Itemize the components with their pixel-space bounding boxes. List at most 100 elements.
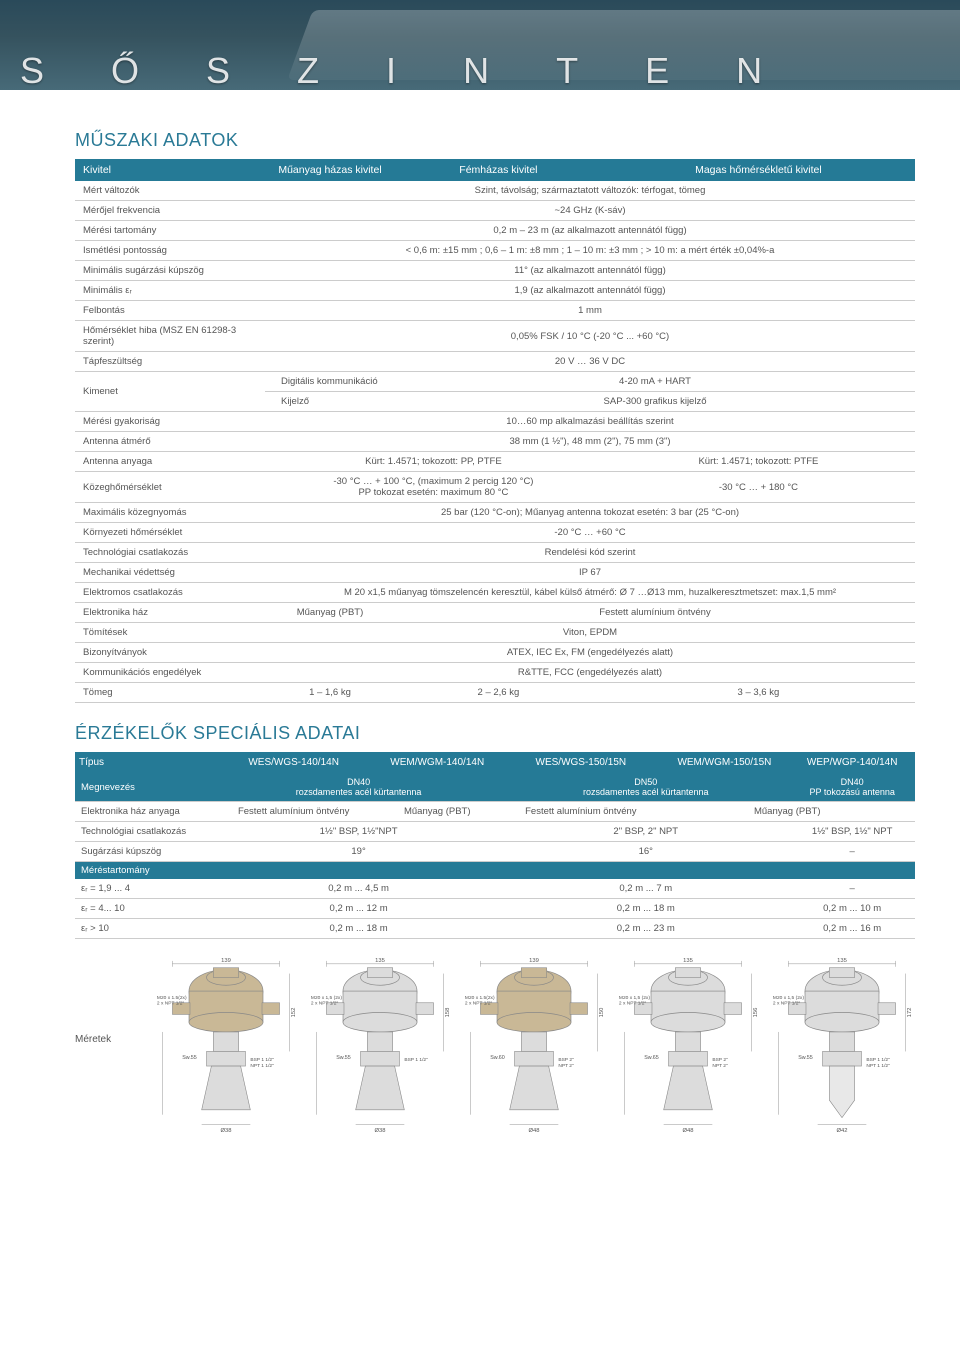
svg-text:2 x NPT 1/2": 2 x NPT 1/2" [619, 1001, 647, 1007]
spec2-value: DN40 rozsdamentes acél kürtantenna [215, 773, 502, 802]
spec-row-value: IP 67 [265, 563, 915, 583]
spec-row-value: -30 °C … + 180 °C [602, 472, 915, 503]
svg-text:M20 x 1,5 (2x): M20 x 1,5 (2x) [619, 995, 650, 1001]
col-header: WES/WGS-150/15N [502, 752, 659, 773]
header-letter: I [386, 50, 398, 110]
spec2-row-label: Technológiai csatlakozás [75, 822, 215, 842]
svg-text:2 x NPT 1/2": 2 x NPT 1/2" [773, 1001, 801, 1007]
spec2-value: 16° [502, 842, 789, 862]
svg-text:Ø42: Ø42 [836, 1128, 847, 1134]
spec-row-value: -20 °C … +60 °C [265, 523, 915, 543]
spec-row-label: Mérőjel frekvencia [75, 201, 265, 221]
spec-row-value: 1 – 1,6 kg [265, 683, 395, 703]
spec2-value: 2" BSP, 2" NPT [502, 822, 789, 842]
spec-row-value: Viton, EPDM [265, 623, 915, 643]
spec-row-value: 38 mm (1 ½"), 48 mm (2"), 75 mm (3") [265, 432, 915, 452]
spec-row-label: Mért változók [75, 181, 265, 201]
col-header: Típus [75, 752, 215, 773]
spec-row-label: Környezeti hőmérséklet [75, 523, 265, 543]
spec2-row-label: εᵣ = 4... 10 [75, 899, 215, 919]
spec-row-label: Felbontás [75, 301, 265, 321]
col-header: WEM/WGM-140/14N [372, 752, 502, 773]
spec-sublabel: Digitális kommunikáció [265, 372, 395, 392]
spec-row-value: 4-20 mA + HART [395, 372, 915, 392]
header-letters: SŐSZINTEN [0, 50, 960, 110]
spec2-value: DN50 rozsdamentes acél kürtantenna [502, 773, 789, 802]
spec-row-label: Hőmérséklet hiba (MSZ EN 61298-3 szerint… [75, 321, 265, 352]
spec-row-value: Kürt: 1.4571; tokozott: PP, PTFE [265, 452, 602, 472]
svg-text:Ø38: Ø38 [220, 1128, 231, 1134]
spec2-row-label: Elektronika ház anyaga [75, 802, 215, 822]
spec-row-value: 0,2 m – 23 m (az alkalmazott antennától … [265, 221, 915, 241]
spec2-value: 0,2 m ... 16 m [789, 919, 915, 939]
svg-text:BSP 2": BSP 2" [558, 1057, 574, 1063]
spec-row-label: Elektronika ház [75, 603, 265, 623]
spec-row-value: 10…60 mp alkalmazási beállítás szerint [265, 412, 915, 432]
svg-text:156: 156 [753, 1008, 759, 1018]
svg-text:2 x NPT 1/2": 2 x NPT 1/2" [157, 1001, 185, 1007]
header-letter: E [645, 50, 671, 110]
svg-text:NPT 1 1/2": NPT 1 1/2" [866, 1063, 890, 1069]
spec-row-value: < 0,6 m: ±15 mm ; 0,6 – 1 m: ±8 mm ; 1 –… [265, 241, 915, 261]
svg-text:Sw.55: Sw.55 [336, 1055, 351, 1061]
dimension-drawing: 135 M20 x 1,5 (2x) 2 x NPT 1/2" 156 Sw.6… [615, 954, 761, 1144]
spec-row-value: 1,9 (az alkalmazott antennától függ) [265, 281, 915, 301]
spec-row-value: 20 V … 36 V DC [265, 352, 915, 372]
spec2-value: 0,2 m ... 10 m [789, 899, 915, 919]
header-letter: Z [297, 50, 321, 110]
spec-row-value: ATEX, IEC Ex, FM (engedélyezés alatt) [265, 643, 915, 663]
col-header: Műanyag házas kivitel [265, 159, 395, 181]
spec2-row-label: Sugárzási kúpszög [75, 842, 215, 862]
dimension-drawing: 135 M20 x 1,5 (2x) 2 x NPT 1/2" 158 Sw.5… [307, 954, 453, 1144]
spec-row-value: 2 – 2,6 kg [395, 683, 602, 703]
svg-text:BSP 1 1/2": BSP 1 1/2" [250, 1057, 274, 1063]
section-title-spec1: MŰSZAKI ADATOK [75, 130, 915, 151]
spec2-row-label: εᵣ > 10 [75, 919, 215, 939]
spec2-value: 0,2 m ... 18 m [215, 919, 502, 939]
spec-table-2: TípusWES/WGS-140/14NWEM/WGM-140/14NWES/W… [75, 752, 915, 939]
spec2-value: Festett alumínium öntvény [215, 802, 372, 822]
header-letter: N [463, 50, 491, 110]
svg-text:M20 x 1,5 (2x): M20 x 1,5 (2x) [311, 995, 342, 1001]
spec2-row-label: Megnevezés [75, 773, 215, 802]
svg-text:152: 152 [291, 1008, 297, 1018]
spec-row-label: Mérési gyakoriság [75, 412, 265, 432]
header-letter: S [20, 50, 46, 110]
svg-text:M20 x 1.5(2x): M20 x 1.5(2x) [465, 995, 495, 1001]
spec-row-label: Mechanikai védettség [75, 563, 265, 583]
dimension-drawing: 135 M20 x 1,5 (2x) 2 x NPT 1/2" 172 Sw.5… [769, 954, 915, 1144]
spec-table-1: KivitelMűanyag házas kivitelFémházas kiv… [75, 159, 915, 703]
spec-row-label: Kimenet [75, 372, 265, 412]
spec-row-value: 11° (az alkalmazott antennától függ) [265, 261, 915, 281]
svg-text:2 x NPT 1/2": 2 x NPT 1/2" [465, 1001, 493, 1007]
spec2-value: – [789, 842, 915, 862]
spec2-value: DN40 PP tokozású antenna [789, 773, 915, 802]
svg-text:Sw.55: Sw.55 [182, 1055, 197, 1061]
spec-row-value: -30 °C … + 100 °C, (maximum 2 percig 120… [265, 472, 602, 503]
spec2-value: 19° [215, 842, 502, 862]
col-header: Fémházas kivitel [395, 159, 602, 181]
spec-row-label: Kommunikációs engedélyek [75, 663, 265, 683]
col-header: Kivitel [75, 159, 265, 181]
spec2-value: – [789, 879, 915, 899]
spec-row-label: Ismétlési pontosság [75, 241, 265, 261]
spec-row-label: Maximális közegnyomás [75, 503, 265, 523]
spec-row-value: Kürt: 1.4571; tokozott: PTFE [602, 452, 915, 472]
svg-text:135: 135 [837, 958, 847, 964]
svg-text:Ø48: Ø48 [528, 1128, 539, 1134]
header-letter: T [556, 50, 580, 110]
drawings-row: Méretek 139 M20 x 1.5(2x) 2 x NPT 1/2" 1… [75, 954, 915, 1144]
svg-text:Sw.60: Sw.60 [490, 1055, 505, 1061]
spec2-value: 1½" BSP, 1½" NPT [789, 822, 915, 842]
svg-text:Ø38: Ø38 [374, 1128, 385, 1134]
spec-row-label: Minimális εᵣ [75, 281, 265, 301]
svg-text:BSP 1 1/2": BSP 1 1/2" [404, 1057, 428, 1063]
spec-row-value: 3 – 3,6 kg [602, 683, 915, 703]
spec-row-value: 0,05% FSK / 10 °C (-20 °C ... +60 °C) [265, 321, 915, 352]
spec-row-label: Elektromos csatlakozás [75, 583, 265, 603]
spec2-value: 0,2 m ... 18 m [502, 899, 789, 919]
svg-text:139: 139 [529, 958, 539, 964]
spec-row-value: SAP-300 grafikus kijelző [395, 392, 915, 412]
spec-row-value: ~24 GHz (K-sáv) [265, 201, 915, 221]
svg-text:139: 139 [221, 958, 231, 964]
